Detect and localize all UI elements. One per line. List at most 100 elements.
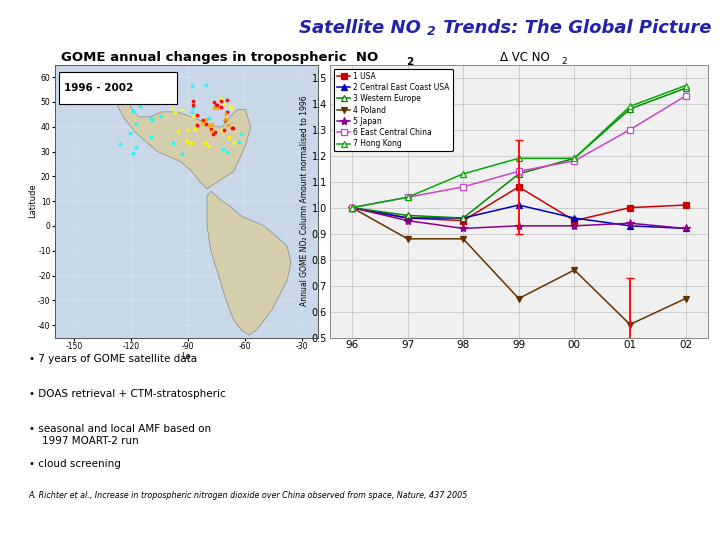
Point xyxy=(192,121,203,130)
Line: 7 Hong Kong: 7 Hong Kong xyxy=(348,82,689,211)
4 Poland xyxy=(403,235,412,242)
6 East Central China xyxy=(570,158,579,164)
Point xyxy=(221,107,233,116)
Point xyxy=(176,106,188,115)
6 East Central China xyxy=(403,194,412,200)
Point xyxy=(182,126,194,134)
6 East Central China xyxy=(681,93,690,99)
Point xyxy=(197,116,209,124)
Text: • seasonal and local AMF based on
    1997 MOART-2 run: • seasonal and local AMF based on 1997 M… xyxy=(29,424,211,446)
Point xyxy=(127,107,138,116)
5 Japan xyxy=(681,225,690,232)
Point xyxy=(114,139,125,148)
Line: 2 Central East Coast USA: 2 Central East Coast USA xyxy=(348,201,689,232)
Point xyxy=(167,138,179,147)
2 Central East Coast USA xyxy=(348,205,356,211)
Text: 29: 29 xyxy=(688,517,706,530)
Point xyxy=(226,104,238,113)
Text: A. Richter et al., Increase in tropospheric nitrogen dioxide over China observed: A. Richter et al., Increase in troposphe… xyxy=(29,490,468,500)
Point xyxy=(215,93,226,102)
Text: 1996 - 2002: 1996 - 2002 xyxy=(64,83,133,93)
Point xyxy=(188,103,199,112)
Polygon shape xyxy=(207,191,291,335)
Polygon shape xyxy=(96,77,251,189)
2 Central East Coast USA xyxy=(514,202,523,208)
Point xyxy=(181,137,193,145)
Point xyxy=(127,148,138,157)
3 Western Europe xyxy=(403,212,412,219)
3 Western Europe xyxy=(459,215,467,221)
Point xyxy=(191,111,202,120)
4 Poland xyxy=(348,205,356,211)
1 USA xyxy=(626,205,634,211)
Text: 2: 2 xyxy=(562,57,567,66)
4 Poland xyxy=(570,267,579,273)
Text: Trends: The Global Picture: Trends: The Global Picture xyxy=(437,19,711,37)
7 Hong Kong xyxy=(403,194,412,200)
Point xyxy=(156,94,168,103)
6 East Central China xyxy=(348,205,356,211)
5 Japan xyxy=(459,225,467,232)
4 Poland xyxy=(459,235,467,242)
X-axis label: Lo: Lo xyxy=(181,352,191,361)
Point xyxy=(217,126,228,135)
7 Hong Kong xyxy=(681,82,690,89)
Text: GOME annual changes in tropospheric  NO: GOME annual changes in tropospheric NO xyxy=(61,51,379,64)
Point xyxy=(147,116,158,124)
Point xyxy=(212,100,223,109)
5 Japan xyxy=(348,205,356,211)
1 USA xyxy=(681,202,690,208)
Point xyxy=(173,127,184,136)
Line: 5 Japan: 5 Japan xyxy=(348,204,690,233)
Point xyxy=(155,112,166,120)
Line: 1 USA: 1 USA xyxy=(348,184,689,224)
Point xyxy=(186,82,198,90)
Point xyxy=(225,102,236,111)
Point xyxy=(130,119,142,128)
Point xyxy=(209,104,220,112)
Point xyxy=(189,125,201,133)
Text: • 7 years of GOME satellite data: • 7 years of GOME satellite data xyxy=(29,354,197,364)
3 Western Europe xyxy=(681,85,690,91)
2 Central East Coast USA xyxy=(626,222,634,229)
Point xyxy=(207,129,219,138)
Point xyxy=(201,115,212,124)
Text: • cloud screening: • cloud screening xyxy=(29,459,121,469)
Point xyxy=(215,103,227,111)
Point xyxy=(206,126,217,135)
7 Hong Kong xyxy=(514,155,523,161)
Point xyxy=(222,147,233,156)
Point xyxy=(218,99,230,108)
Point xyxy=(109,92,120,101)
Point xyxy=(145,133,156,141)
5 Japan xyxy=(403,218,412,224)
3 Western Europe xyxy=(570,155,579,161)
6 East Central China xyxy=(626,126,634,133)
Text: Satellite NO: Satellite NO xyxy=(299,19,421,37)
Point xyxy=(166,104,178,113)
Point xyxy=(221,96,233,104)
Point xyxy=(220,110,232,119)
7 Hong Kong xyxy=(626,103,634,110)
FancyBboxPatch shape xyxy=(58,72,176,104)
3 Western Europe xyxy=(626,106,634,112)
Point xyxy=(145,113,156,122)
Point xyxy=(219,126,230,134)
5 Japan xyxy=(626,220,634,226)
7 Hong Kong xyxy=(570,155,579,161)
Point xyxy=(235,130,247,138)
Line: 3 Western Europe: 3 Western Europe xyxy=(348,85,689,221)
Point xyxy=(176,150,188,158)
Point xyxy=(187,100,199,109)
Point xyxy=(211,103,222,112)
Point xyxy=(207,120,218,129)
Point xyxy=(169,107,181,116)
Point xyxy=(206,125,217,133)
Point xyxy=(200,80,212,89)
7 Hong Kong xyxy=(459,171,467,177)
Point xyxy=(185,139,197,147)
4 Poland xyxy=(514,295,523,302)
5 Japan xyxy=(514,222,523,229)
Point xyxy=(210,128,221,137)
Point xyxy=(187,97,199,106)
